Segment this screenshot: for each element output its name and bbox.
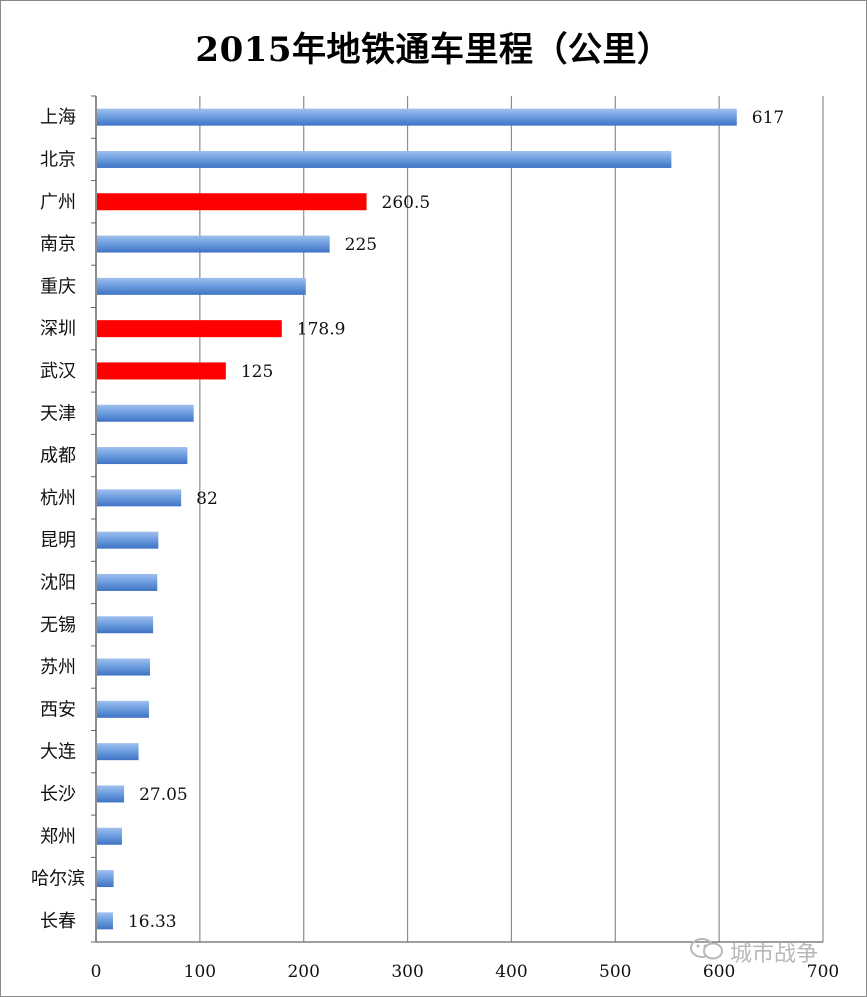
x-tick-label: 200 — [287, 962, 319, 982]
category-label: 北京 — [40, 149, 76, 170]
category-label: 长春 — [40, 911, 76, 932]
data-labels: 617 260.5 225 178.9 125 82 27.05 16.33 — [128, 108, 784, 932]
data-label: 178.9 — [297, 320, 346, 340]
category-label: 长沙 — [40, 784, 76, 805]
bar-11 — [97, 573, 158, 591]
x-tick-labels: 0 100 200 300 400 500 600 700 — [91, 962, 840, 982]
bar-3 — [97, 235, 330, 253]
gridlines — [91, 95, 824, 943]
x-tick-label: 600 — [703, 962, 735, 982]
category-label: 重庆 — [40, 276, 76, 297]
bar-5 — [97, 320, 282, 338]
x-tick-label: 500 — [599, 962, 631, 982]
watermark-text: 城市战争 — [730, 942, 819, 967]
category-label: 武汉 — [40, 361, 76, 382]
category-label: 大连 — [40, 742, 76, 763]
bar-6 — [97, 362, 226, 380]
bar-0 — [97, 108, 737, 126]
bars — [97, 108, 737, 930]
category-label: 昆明 — [40, 530, 76, 551]
category-label: 无锡 — [40, 615, 76, 636]
bar-14 — [97, 700, 149, 718]
data-label: 16.33 — [128, 912, 177, 932]
x-tick-label: 100 — [184, 962, 216, 982]
bar-12 — [97, 616, 154, 634]
bar-19 — [97, 912, 113, 930]
bar-7 — [97, 404, 194, 422]
data-label: 225 — [345, 235, 377, 255]
x-tick-label: 300 — [391, 962, 423, 982]
x-tick-label: 400 — [495, 962, 527, 982]
data-label: 82 — [196, 489, 218, 509]
category-label: 郑州 — [40, 826, 76, 847]
category-labels: 上海北京广州南京重庆深圳武汉天津成都杭州昆明沈阳无锡苏州西安大连长沙郑州哈尔滨长… — [31, 107, 85, 932]
data-label: 260.5 — [382, 193, 431, 213]
bar-13 — [97, 658, 151, 676]
category-label: 广州 — [40, 192, 76, 213]
category-label: 沈阳 — [40, 572, 76, 593]
category-label: 西安 — [40, 699, 76, 720]
bar-15 — [97, 743, 139, 761]
chart-title: 2015年地铁通车里程（公里） — [195, 30, 672, 70]
category-label: 南京 — [40, 234, 76, 255]
bar-9 — [97, 489, 182, 507]
chat-bubble-icon — [690, 937, 724, 967]
bar-16 — [97, 785, 125, 803]
category-label: 天津 — [40, 403, 76, 424]
x-tick-label: 0 — [91, 962, 102, 982]
category-label: 苏州 — [40, 657, 76, 678]
bar-8 — [97, 447, 188, 465]
data-label: 125 — [241, 362, 273, 382]
bar-2 — [97, 193, 367, 211]
x-tick-label: 700 — [807, 962, 839, 982]
category-label: 深圳 — [40, 319, 76, 340]
bar-1 — [97, 150, 672, 168]
category-label: 成都 — [40, 446, 76, 467]
category-label: 杭州 — [40, 488, 76, 509]
bar-17 — [97, 827, 122, 845]
category-label: 上海 — [40, 107, 76, 128]
bar-4 — [97, 277, 306, 295]
data-label: 617 — [752, 108, 784, 128]
bar-18 — [97, 870, 114, 888]
bar-10 — [97, 531, 159, 549]
category-label: 哈尔滨 — [31, 869, 85, 890]
watermark: 城市战争 — [690, 936, 818, 968]
data-label: 27.05 — [139, 785, 188, 805]
